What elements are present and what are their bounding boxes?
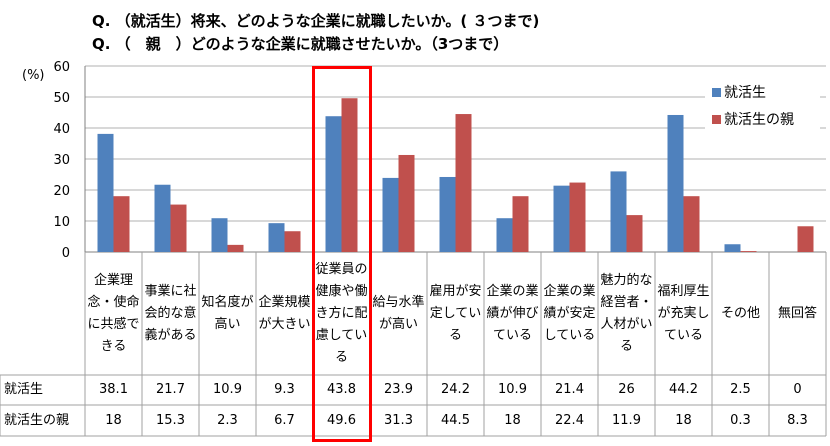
- value-cell: 21.4: [555, 382, 584, 397]
- bar-parent: [455, 114, 472, 252]
- bar-parent: [626, 215, 643, 252]
- highlight-box: [312, 66, 372, 442]
- bar-parent: [341, 98, 358, 253]
- value-cell: 24.2: [441, 382, 470, 397]
- bar-parent: [113, 196, 130, 252]
- legend-label: 就活生の親: [724, 112, 794, 128]
- value-cell: 10.9: [498, 382, 527, 397]
- value-cell: 10.9: [213, 382, 242, 397]
- bar-parent: [740, 251, 757, 252]
- value-cell: 26: [618, 382, 635, 397]
- bar-student: [610, 171, 627, 252]
- category-label: 企業の業績が伸びている: [486, 283, 539, 343]
- bar-student: [211, 218, 228, 252]
- category-label: 事業に社会的な意義がある: [144, 283, 197, 343]
- value-cell: 49.6: [327, 412, 356, 428]
- category-label: その他: [720, 305, 760, 321]
- bar-parent: [227, 244, 244, 252]
- y-tick-label: 0: [62, 246, 70, 261]
- bar-parent: [284, 231, 301, 252]
- bar-student: [667, 114, 684, 252]
- bar-student: [325, 116, 342, 252]
- y-tick-label: 20: [53, 184, 70, 199]
- bar-student: [268, 223, 285, 252]
- y-tick-label: 30: [53, 153, 70, 168]
- category-label: 魅力的な経営者・人材がいる: [600, 272, 653, 354]
- value-cell: 2.3: [217, 412, 238, 428]
- bar-parent: [683, 196, 700, 252]
- value-cell: 43.8: [327, 382, 356, 397]
- bar-parent: [398, 154, 415, 252]
- row-label: 就活生: [4, 382, 44, 397]
- y-tick-label: 60: [53, 60, 70, 75]
- bar-student: [439, 176, 456, 252]
- y-tick-label: 10: [53, 215, 70, 230]
- legend-item-series-2: 就活生の親: [712, 109, 794, 129]
- bar-parent: [797, 226, 814, 252]
- legend-label: 就活生: [724, 85, 766, 101]
- value-cell: 6.7: [274, 412, 295, 428]
- y-axis-label: (%): [22, 68, 45, 83]
- value-cell: 2.5: [730, 382, 751, 397]
- category-label: 企業の業績が安定している: [543, 283, 596, 343]
- category-label: 企業規模が大きい: [258, 294, 311, 332]
- value-cell: 11.9: [612, 412, 641, 428]
- category-label: 雇用が安定している: [429, 283, 482, 343]
- category-label: 給与水準が高い: [372, 294, 425, 332]
- row-label: 就活生の親: [4, 412, 70, 428]
- bar-student: [496, 218, 513, 252]
- legend-item-series-1: 就活生: [712, 82, 766, 102]
- value-cell: 9.3: [274, 382, 295, 397]
- value-cell: 0.3: [730, 412, 751, 428]
- legend-background: [705, 75, 820, 130]
- bar-parent: [170, 204, 187, 252]
- legend-swatch-blue: [712, 87, 721, 97]
- value-cell: 38.1: [99, 382, 128, 397]
- bar-student: [97, 133, 114, 252]
- value-cell: 44.5: [441, 412, 470, 428]
- bar-student: [553, 185, 570, 252]
- value-cell: 8.3: [787, 412, 808, 428]
- value-cell: 23.9: [384, 382, 413, 397]
- value-cell: 18: [675, 412, 692, 428]
- category-label: 福利厚生が充実している: [657, 283, 710, 343]
- value-cell: 18: [105, 412, 122, 428]
- value-cell: 15.3: [156, 412, 185, 428]
- chart-title-line-1: Q. （就活生）将来、どのような企業に就職したいか。( ３つまで): [92, 12, 540, 30]
- y-tick-label: 50: [53, 91, 70, 106]
- value-cell: 18: [504, 412, 521, 428]
- value-cell: 22.4: [555, 412, 584, 428]
- category-label: 知名度が高い: [201, 294, 254, 332]
- category-label: 従業員の健康や働き方に配慮している: [315, 261, 368, 365]
- y-tick-label: 40: [53, 122, 70, 137]
- value-cell: 31.3: [384, 412, 413, 428]
- chart-title-line-2: Q. （ 親 ）どのような企業に就職させたいか。（3つまで）: [92, 35, 509, 53]
- bar-student: [382, 177, 399, 252]
- value-cell: 21.7: [156, 382, 185, 397]
- category-label: 企業理念・使命に共感できる: [87, 272, 140, 354]
- bar-student: [724, 244, 741, 252]
- value-cell: 0: [793, 382, 802, 397]
- bar-parent: [512, 196, 529, 252]
- value-cell: 44.2: [669, 382, 698, 397]
- category-label: 無回答: [777, 305, 817, 321]
- legend-swatch-red: [712, 114, 721, 124]
- bar-parent: [569, 182, 586, 252]
- bar-student: [154, 184, 171, 252]
